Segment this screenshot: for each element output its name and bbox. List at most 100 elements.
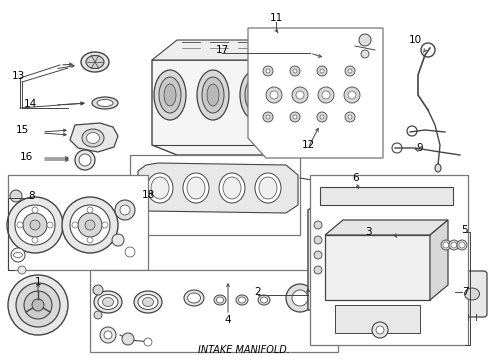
Ellipse shape [97,99,113,107]
Ellipse shape [464,288,479,300]
Ellipse shape [86,55,104,68]
Circle shape [319,69,324,73]
Circle shape [143,338,152,346]
Text: 2: 2 [254,287,261,297]
Text: 9: 9 [416,143,423,153]
Ellipse shape [92,97,118,109]
Ellipse shape [183,290,203,306]
Polygon shape [307,200,395,310]
Text: 6: 6 [352,173,359,183]
Ellipse shape [287,77,309,113]
Text: 8: 8 [29,191,35,201]
Ellipse shape [163,84,176,106]
Ellipse shape [202,77,224,113]
Ellipse shape [94,291,122,313]
Text: 13: 13 [11,71,24,81]
Circle shape [263,66,272,76]
Ellipse shape [236,295,247,305]
Ellipse shape [183,173,208,203]
Ellipse shape [187,293,200,303]
Circle shape [317,87,333,103]
Circle shape [442,242,448,248]
Ellipse shape [258,295,269,305]
Ellipse shape [197,70,228,120]
Circle shape [94,311,102,319]
Circle shape [345,66,354,76]
Circle shape [313,221,321,229]
Circle shape [319,115,324,119]
Circle shape [30,220,40,230]
Circle shape [87,237,93,243]
Circle shape [292,115,296,119]
Ellipse shape [254,173,281,203]
Circle shape [313,236,321,244]
Circle shape [32,207,38,213]
Ellipse shape [206,84,219,106]
Polygon shape [325,220,447,235]
Circle shape [265,87,282,103]
Bar [316,40,341,60]
Circle shape [122,333,134,345]
Circle shape [79,154,91,166]
Circle shape [347,91,355,99]
Circle shape [456,240,466,250]
Ellipse shape [82,129,104,147]
Ellipse shape [238,297,245,303]
Bar [334,305,419,333]
Ellipse shape [216,297,223,303]
Bar [90,270,337,352]
Circle shape [348,97,358,107]
Circle shape [321,91,329,99]
Polygon shape [247,28,382,158]
Circle shape [265,69,269,73]
Circle shape [289,66,299,76]
Polygon shape [429,220,447,300]
Circle shape [93,285,103,295]
Ellipse shape [138,294,158,310]
Circle shape [72,222,78,228]
Circle shape [15,205,55,245]
Bar [8,175,148,270]
Ellipse shape [134,291,162,313]
Circle shape [375,326,383,334]
Circle shape [313,251,321,259]
Circle shape [458,242,464,248]
FancyBboxPatch shape [256,59,375,129]
Circle shape [24,291,52,319]
Circle shape [350,77,356,83]
Circle shape [115,200,135,220]
Polygon shape [70,123,118,152]
Ellipse shape [98,294,118,310]
Circle shape [125,247,135,257]
Circle shape [269,91,278,99]
Circle shape [316,112,326,122]
Text: 15: 15 [15,125,29,135]
Circle shape [7,197,63,253]
Circle shape [17,222,23,228]
Circle shape [291,290,307,306]
Ellipse shape [292,84,305,106]
Circle shape [102,222,108,228]
Ellipse shape [186,177,204,199]
Text: 3: 3 [364,227,370,237]
Circle shape [371,322,387,338]
Text: INTAKE MANIFOLD.: INTAKE MANIFOLD. [198,345,289,355]
Circle shape [16,283,60,327]
Ellipse shape [434,164,440,172]
FancyBboxPatch shape [263,66,368,122]
Ellipse shape [154,70,185,120]
Ellipse shape [147,173,173,203]
Circle shape [347,69,351,73]
Ellipse shape [214,295,225,305]
Circle shape [338,245,364,271]
Circle shape [263,112,272,122]
Ellipse shape [102,297,113,306]
Circle shape [75,150,95,170]
Text: 1: 1 [35,277,41,287]
Circle shape [62,197,118,253]
Polygon shape [138,163,297,213]
Circle shape [87,207,93,213]
Circle shape [295,91,304,99]
Circle shape [70,205,110,245]
Polygon shape [325,235,429,300]
